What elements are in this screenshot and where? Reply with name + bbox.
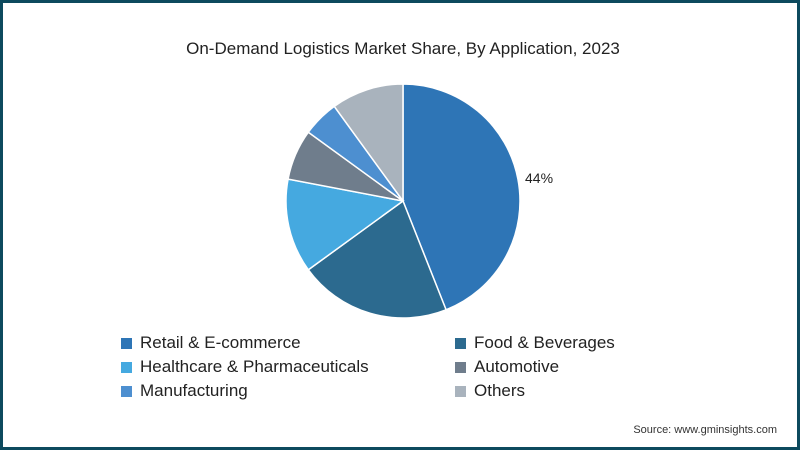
pie-slice-healthcare-pharmaceuticals <box>285 178 405 271</box>
legend-item-automotive: Automotive <box>455 357 559 377</box>
pie-slice-food-beverages <box>307 199 448 319</box>
source-credit: Source: www.gminsights.com <box>633 424 777 436</box>
legend-label: Healthcare & Pharmaceuticals <box>140 357 369 376</box>
pie-chart <box>285 83 521 319</box>
legend-item-healthcare: Healthcare & Pharmaceuticals <box>121 357 369 377</box>
legend-swatch-icon <box>121 337 132 349</box>
legend-item-manufacturing: Manufacturing <box>121 381 248 401</box>
legend-swatch-icon <box>455 361 466 373</box>
legend-label: Automotive <box>474 357 560 376</box>
legend-label: Manufacturing <box>140 381 248 400</box>
legend-swatch-icon <box>121 385 132 397</box>
legend-item-others: Others <box>455 381 525 401</box>
legend-label: Food & Beverages <box>474 333 615 352</box>
legend-label: Others <box>474 381 526 400</box>
legend-item-food: Food & Beverages <box>455 333 615 353</box>
pie-slice-others <box>333 83 404 204</box>
legend-label: Retail & E-commerce <box>140 333 301 352</box>
legend-item-retail: Retail & E-commerce <box>121 333 301 353</box>
legend-swatch-icon <box>121 361 132 373</box>
pie-slice-retail-e-commerce <box>402 83 521 311</box>
chart-title: On-Demand Logistics Market Share, By App… <box>186 39 620 58</box>
retail-percentage-label: 44% <box>525 170 554 186</box>
legend-swatch-icon <box>455 385 466 397</box>
legend-swatch-icon <box>455 337 466 349</box>
